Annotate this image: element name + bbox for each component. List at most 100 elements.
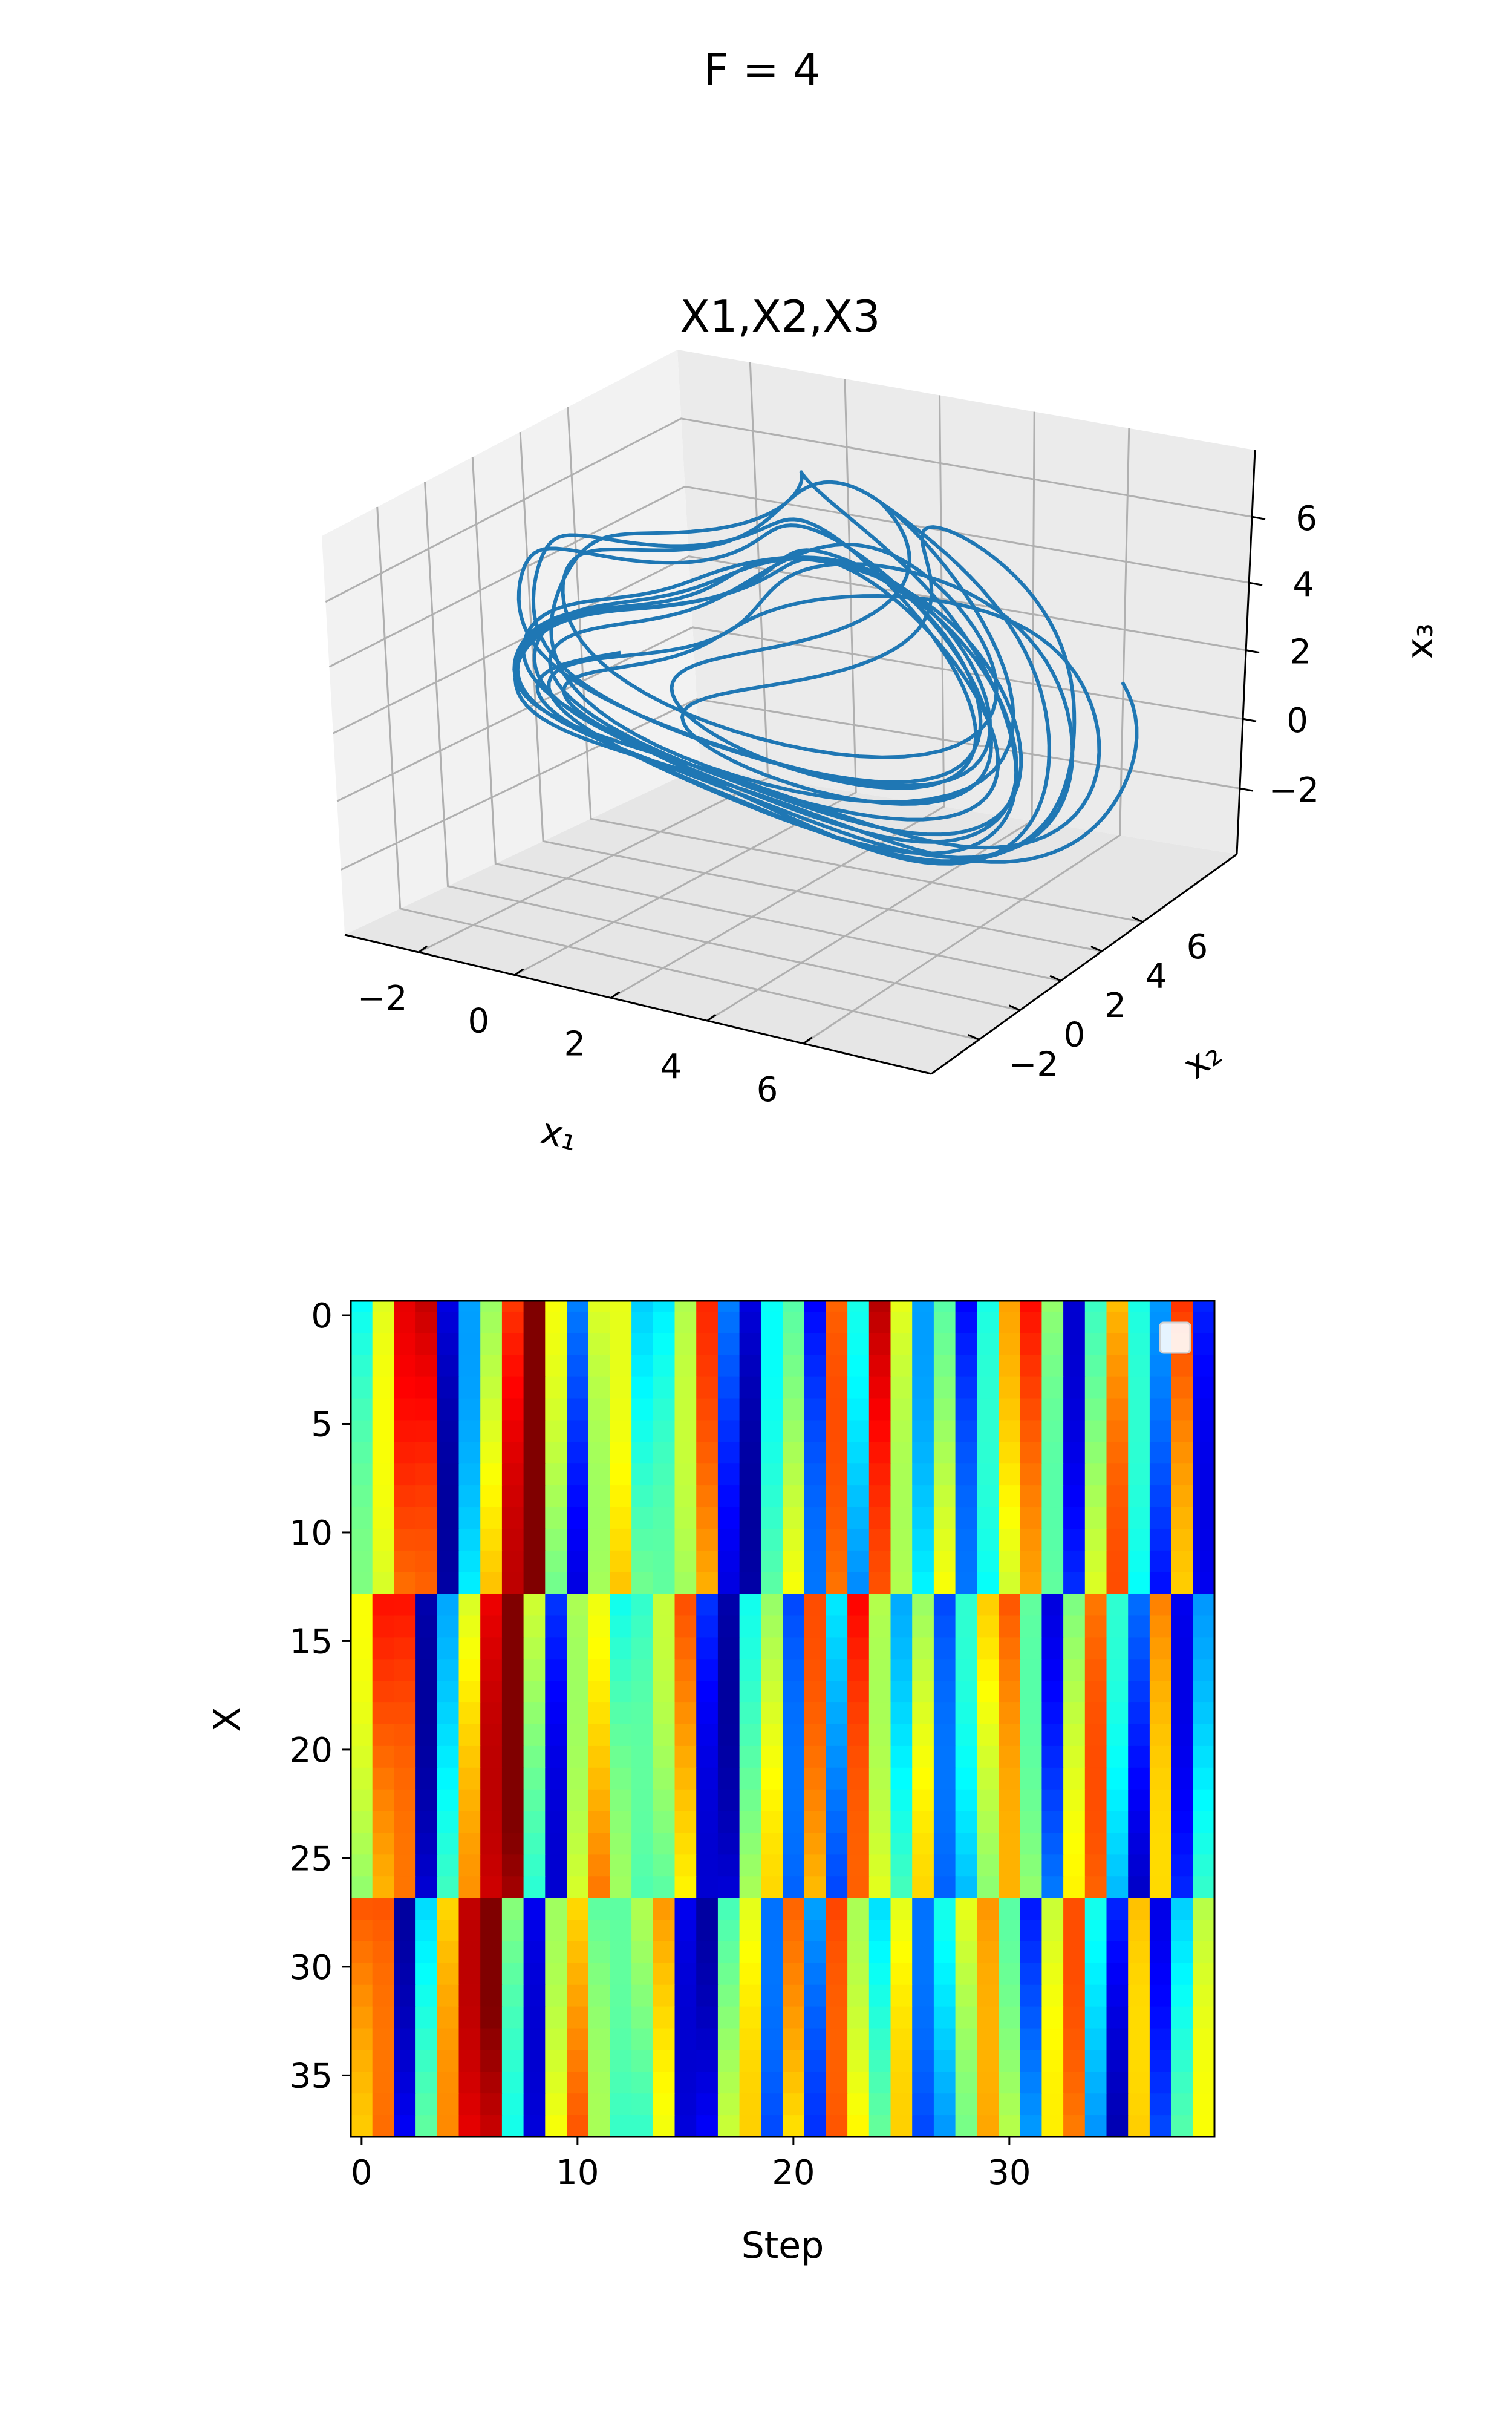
heatmap-cell-37-5 [458, 2093, 481, 2116]
heatmap-cell-29-33 [1063, 1920, 1086, 1942]
heatmap-cell-35-16 [696, 2050, 719, 2072]
heatmap-cell-34-7 [501, 2028, 524, 2051]
heatmap-cell-11-5 [458, 1528, 481, 1551]
heatmap-cell-23-20 [783, 1789, 805, 1812]
heatmap-cell-3-22 [826, 1355, 848, 1378]
heatmap-cell-5-14 [653, 1398, 676, 1421]
heatmap-cell-30-17 [717, 1941, 740, 1964]
heatmap-cell-25-12 [610, 1833, 632, 1855]
heatmap-cell-11-6 [480, 1528, 503, 1551]
heatmap-cell-35-29 [977, 2050, 999, 2072]
heatmap-cell-34-31 [1020, 2028, 1042, 2051]
heatmap-cell-14-16 [696, 1594, 719, 1617]
heatmap-cell-36-30 [999, 2072, 1021, 2094]
heatmap-cell-4-34 [1084, 1376, 1107, 1399]
heatmap-cell-18-20 [783, 1681, 805, 1703]
heatmap-cell-35-11 [588, 2050, 610, 2072]
heatmap-cell-3-15 [674, 1355, 697, 1378]
heatmap-cell-16-2 [394, 1637, 416, 1660]
heatmap-cell-16-19 [761, 1637, 783, 1660]
heatmap-cell-30-15 [674, 1941, 697, 1964]
heatmap-cell-36-6 [480, 2072, 503, 2094]
heatmap-cell-21-18 [739, 1745, 761, 1768]
heatmap-cell-24-17 [717, 1811, 740, 1834]
heatmap-cell-23-29 [977, 1789, 999, 1812]
heatmap-cell-5-39 [1193, 1398, 1214, 1421]
heatmap-cell-6-29 [977, 1420, 999, 1442]
heatmap-cell-14-38 [1171, 1594, 1193, 1617]
heatmap-cell-7-31 [1020, 1442, 1042, 1464]
heatmap-cell-6-32 [1041, 1420, 1064, 1442]
heatmap-cell-2-7 [501, 1333, 524, 1356]
heatmap-cell-33-15 [674, 2006, 697, 2029]
heatmap-cell-5-10 [567, 1398, 589, 1421]
heatmap-cell-11-30 [999, 1528, 1021, 1551]
heatmap-cell-10-3 [415, 1507, 438, 1529]
heatmap-cell-34-15 [674, 2028, 697, 2051]
heatmap-cell-8-28 [955, 1463, 977, 1486]
heatmap-cell-25-22 [826, 1833, 848, 1855]
heatmap-cell-37-32 [1041, 2093, 1064, 2116]
heatmap-cell-34-34 [1084, 2028, 1107, 2051]
heatmap-cell-39-1 [373, 2137, 394, 2159]
heatmap-cell-28-12 [610, 1898, 632, 1920]
heatmap-cell-9-32 [1041, 1485, 1064, 1508]
heatmap-cell-18-15 [674, 1681, 697, 1703]
heatmap-cell-24-33 [1063, 1811, 1086, 1834]
heatmap-cell-26-21 [804, 1854, 826, 1877]
x1-tick-label-1: 0 [468, 1002, 489, 1041]
heatmap-cell-23-5 [458, 1789, 481, 1812]
heatmap-cell-17-32 [1041, 1659, 1064, 1681]
heatmap-cell-21-9 [545, 1745, 567, 1768]
heatmap-cell-29-5 [458, 1920, 481, 1942]
heatmap-cell-19-37 [1149, 1702, 1172, 1725]
heatmap-cell-5-32 [1041, 1398, 1064, 1421]
heatmap-cell-17-33 [1063, 1659, 1086, 1681]
heatmap-cell-9-19 [761, 1485, 783, 1508]
heatmap-cell-20-17 [717, 1724, 740, 1747]
heatmap-cell-17-19 [761, 1659, 783, 1681]
heatmap-cell-20-32 [1041, 1724, 1064, 1747]
heatmap-cell-18-22 [826, 1681, 848, 1703]
grid-line-x1-0 [418, 362, 769, 953]
heatmap-cell-13-7 [501, 1572, 524, 1595]
heatmap-cell-2-16 [696, 1333, 719, 1356]
heatmap-cell-19-10 [567, 1702, 589, 1725]
heatmap-cell-15-38 [1171, 1615, 1193, 1638]
heatmap-cell-37-24 [868, 2093, 891, 2116]
heatmap-cell-26-38 [1171, 1854, 1193, 1877]
heatmap-cell-10-9 [545, 1507, 567, 1529]
heatmap-cell-16-13 [631, 1637, 654, 1660]
heatmap-cell-35-35 [1106, 2050, 1129, 2072]
heatmap-cell-25-18 [739, 1833, 761, 1855]
heatmap-cell-35-36 [1128, 2050, 1150, 2072]
heatmap-cell-36-7 [501, 2072, 524, 2094]
heatmap-cell-21-11 [588, 1745, 610, 1768]
heatmap-cell-18-28 [955, 1681, 977, 1703]
heatmap-cell-4-36 [1128, 1376, 1150, 1399]
heatmap-cell-32-18 [739, 1984, 761, 2007]
heatmap-cell-15-18 [739, 1615, 761, 1638]
heatmap-cell-27-38 [1171, 1876, 1193, 1898]
heatmap-cell-26-2 [394, 1854, 416, 1877]
heatmap-cell-10-38 [1171, 1507, 1193, 1529]
heatmap-cell-18-21 [804, 1681, 826, 1703]
heatmap-cell-14-29 [977, 1594, 999, 1617]
heatmap-cell-6-20 [783, 1420, 805, 1442]
heatmap-cell-28-29 [977, 1898, 999, 1920]
heatmap-cell-2-22 [826, 1333, 848, 1356]
heatmap-cell-21-32 [1041, 1745, 1064, 1768]
heatmap-cell-27-39 [1193, 1876, 1214, 1898]
heatmap-cell-29-24 [868, 1920, 891, 1942]
heatmap-cell-2-0 [351, 1333, 373, 1356]
heatmap-cell-39-6 [480, 2137, 502, 2159]
heatmap-cell-13-19 [761, 1572, 783, 1595]
heatmap-cell-28-26 [912, 1898, 934, 1920]
heatmap-cell-7-25 [890, 1442, 913, 1464]
heatmap-cell-26-17 [717, 1854, 740, 1877]
heatmap-cell-24-32 [1041, 1811, 1064, 1834]
heatmap-cell-38-32 [1041, 2115, 1064, 2137]
x1-tick-3 [706, 1013, 717, 1022]
heatmap-cell-12-26 [912, 1550, 934, 1573]
heatmap-cell-15-39 [1193, 1615, 1214, 1638]
